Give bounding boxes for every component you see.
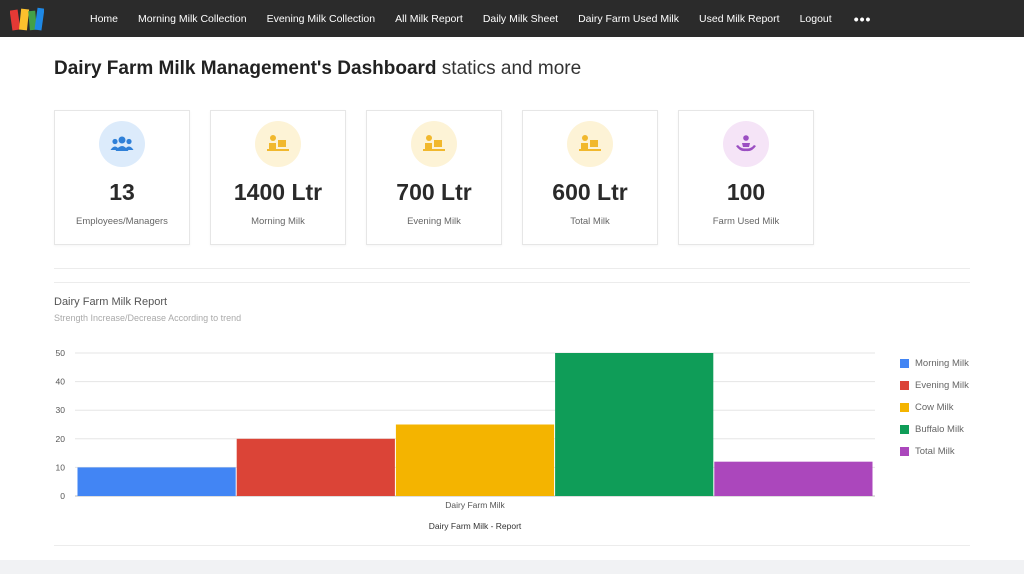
stat-label: Evening Milk	[407, 216, 461, 227]
y-tick-label: 40	[56, 377, 66, 387]
legend-label: Evening Milk	[915, 379, 969, 391]
nav-logout[interactable]: Logout	[799, 12, 832, 25]
legend-item[interactable]: Morning Milk	[900, 352, 969, 374]
nav-daily-milk-sheet[interactable]: Daily Milk Sheet	[482, 12, 559, 25]
section-divider	[54, 282, 970, 283]
bar-chart: 0 10 20 30 40 50 Dairy Farm Milk Dairy Farm Mil…	[56, 348, 875, 531]
legend-item[interactable]: Evening Milk	[900, 374, 969, 396]
nav-menu: Home Morning Milk Collection Evening Mil…	[80, 0, 883, 37]
stat-card-evening-milk[interactable]: 700 Ltr Evening Milk	[366, 110, 502, 245]
nav-used-milk-report[interactable]: Used Milk Report	[699, 12, 780, 25]
x-tick-label: Dairy Farm Milk	[445, 500, 505, 510]
section-divider	[54, 268, 970, 269]
nav-dairy-farm-used-milk[interactable]: Dairy Farm Used Milk	[578, 12, 680, 25]
stat-label: Total Milk	[570, 216, 610, 227]
stat-card-employees[interactable]: 13 Employees/Managers	[54, 110, 190, 245]
page-title-sub: statics and more	[441, 58, 582, 79]
chart-legend: Morning Milk Evening Milk Cow Milk Buffalo …	[900, 352, 969, 462]
stat-label: Farm Used Milk	[712, 216, 780, 227]
users-icon	[99, 121, 145, 167]
x-axis-label: Dairy Farm Milk - Report	[429, 521, 522, 531]
stat-label: Morning Milk	[251, 216, 305, 227]
more-icon[interactable]: •••	[853, 10, 872, 27]
worker-desk-icon	[255, 121, 301, 167]
y-tick-label: 30	[56, 405, 66, 415]
bar-evening-milk[interactable]	[236, 438, 395, 496]
nav-home[interactable]: Home	[90, 12, 119, 25]
bar-cow-milk[interactable]	[395, 424, 555, 497]
worker-desk-icon	[567, 121, 613, 167]
chart-bars	[77, 353, 873, 497]
y-tick-label: 20	[56, 434, 66, 444]
stat-value: 1400 Ltr	[233, 179, 323, 205]
chart-title: Dairy Farm Milk Report	[54, 296, 168, 308]
y-tick-label: 50	[56, 348, 66, 358]
legend-swatch	[900, 402, 909, 412]
worker-desk-icon	[411, 121, 457, 167]
y-tick-label: 0	[60, 491, 65, 501]
chart-subtitle: Strength Increase/Decrease According to …	[54, 313, 242, 323]
nav-all-milk-report[interactable]: All Milk Report	[395, 12, 463, 25]
chart-axes: 0 10 20 30 40 50 Dairy Farm Milk Dairy Farm Mil…	[56, 348, 522, 531]
legend-swatch	[900, 446, 909, 456]
logo-icon[interactable]	[10, 6, 44, 32]
top-navbar: Home Morning Milk Collection Evening Mil…	[0, 0, 1024, 37]
legend-item[interactable]: Buffalo Milk	[900, 418, 969, 440]
legend-label: Morning Milk	[915, 357, 969, 369]
bar-total-milk[interactable]	[714, 461, 873, 496]
legend-item[interactable]: Cow Milk	[900, 396, 969, 418]
legend-item[interactable]: Total Milk	[900, 440, 969, 462]
stat-value: 700 Ltr	[396, 179, 472, 205]
stat-value: 13	[109, 179, 135, 205]
stat-value: 600 Ltr	[552, 179, 628, 205]
bar-buffalo-milk[interactable]	[555, 353, 714, 496]
legend-swatch	[900, 358, 909, 368]
legend-swatch	[900, 380, 909, 390]
legend-label: Total Milk	[915, 445, 955, 457]
section-divider	[54, 545, 970, 546]
stat-card-farm-used-milk[interactable]: 100 Farm Used Milk	[678, 110, 814, 245]
page-title-main: Dairy Farm Milk Management's Dashboard	[54, 58, 437, 79]
stat-value: 100	[726, 179, 766, 205]
legend-label: Buffalo Milk	[915, 423, 964, 435]
bar-morning-milk[interactable]	[77, 467, 236, 496]
nav-morning-milk-collection[interactable]: Morning Milk Collection	[138, 12, 247, 25]
stat-card-total-milk[interactable]: 600 Ltr Total Milk	[522, 110, 658, 245]
nav-evening-milk-collection[interactable]: Evening Milk Collection	[266, 12, 376, 25]
hands-care-icon	[723, 121, 769, 167]
stat-label: Employees/Managers	[76, 216, 168, 227]
legend-label: Cow Milk	[915, 401, 954, 413]
page-title: Dairy Farm Milk Management's Dashboard s…	[54, 58, 581, 80]
y-tick-label: 10	[56, 462, 66, 472]
footer-strip	[0, 560, 1024, 574]
stat-card-morning-milk[interactable]: 1400 Ltr Morning Milk	[210, 110, 346, 245]
legend-swatch	[900, 424, 909, 434]
